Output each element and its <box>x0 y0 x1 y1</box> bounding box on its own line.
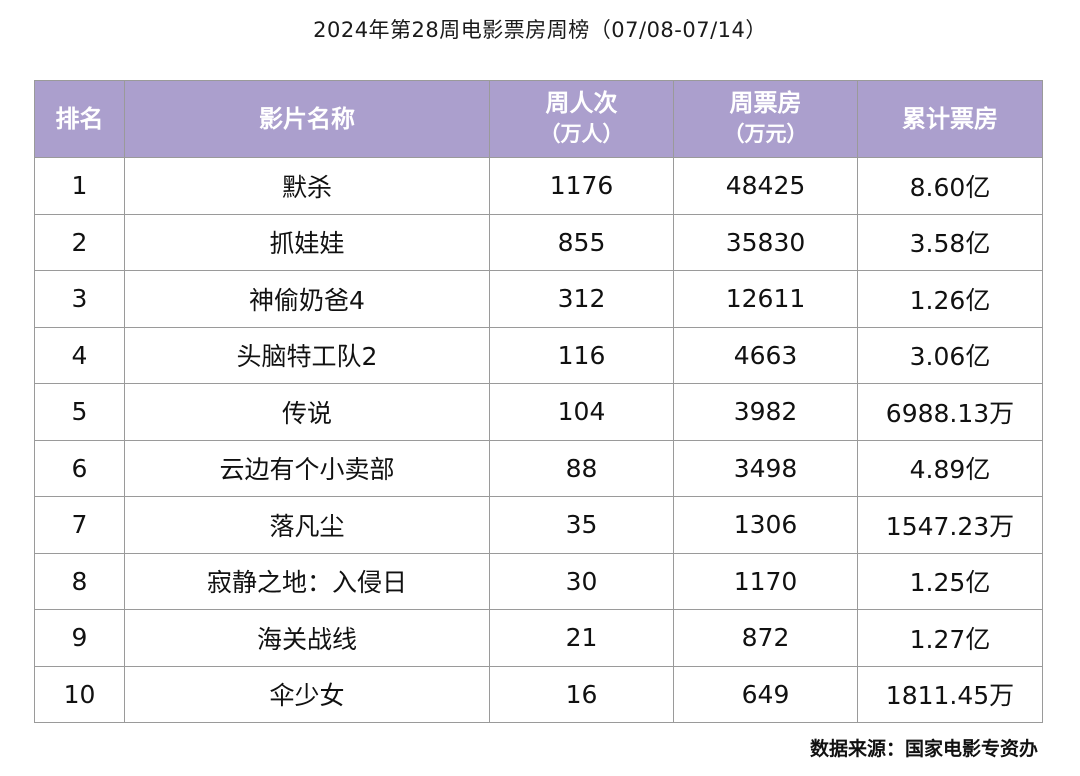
cell-name: 抓娃娃 <box>124 213 490 271</box>
cell-rank: 5 <box>34 383 125 441</box>
cell-rank: 6 <box>34 439 125 497</box>
cell-weekly-box: 4663 <box>673 326 858 384</box>
header-cumulative: 累计票房 <box>857 80 1043 158</box>
cell-name: 传说 <box>124 383 490 441</box>
cell-name: 神偷奶爸4 <box>124 270 490 328</box>
cell-admissions: 88 <box>489 439 674 497</box>
header-name: 影片名称 <box>124 80 490 158</box>
cell-name: 头脑特工队2 <box>124 326 490 384</box>
table-row: 1 默杀 1176 48425 8.60亿 <box>34 157 1043 215</box>
cell-admissions: 312 <box>489 270 674 328</box>
cell-admissions: 30 <box>489 552 674 610</box>
cell-name: 云边有个小卖部 <box>124 439 490 497</box>
cell-cumulative: 8.60亿 <box>857 157 1043 215</box>
cell-admissions: 855 <box>489 213 674 271</box>
cell-rank: 2 <box>34 213 125 271</box>
cell-admissions: 104 <box>489 383 674 441</box>
page-title: 2024年第28周电影票房周榜（07/08-07/14） <box>313 18 767 42</box>
cell-weekly-box: 1170 <box>673 552 858 610</box>
cell-cumulative: 1811.45万 <box>857 665 1043 723</box>
cell-name: 默杀 <box>124 157 490 215</box>
cell-rank: 9 <box>34 609 125 667</box>
table-row: 6 云边有个小卖部 88 3498 4.89亿 <box>34 439 1043 497</box>
cell-weekly-box: 48425 <box>673 157 858 215</box>
cell-name: 寂静之地：入侵日 <box>124 552 490 610</box>
cell-cumulative: 6988.13万 <box>857 383 1043 441</box>
cell-cumulative: 3.58亿 <box>857 213 1043 271</box>
cell-rank: 8 <box>34 552 125 610</box>
cell-name: 伞少女 <box>124 665 490 723</box>
table-row: 7 落凡尘 35 1306 1547.23万 <box>34 496 1043 554</box>
cell-weekly-box: 35830 <box>673 213 858 271</box>
header-admissions: 周人次 （万人） <box>489 80 674 158</box>
table-row: 10 伞少女 16 649 1811.45万 <box>34 665 1043 723</box>
cell-weekly-box: 3498 <box>673 439 858 497</box>
cell-weekly-box: 3982 <box>673 383 858 441</box>
cell-cumulative: 1.26亿 <box>857 270 1043 328</box>
header-admissions-unit: （万人） <box>539 122 624 146</box>
cell-admissions: 21 <box>489 609 674 667</box>
cell-name: 海关战线 <box>124 609 490 667</box>
cell-admissions: 16 <box>489 665 674 723</box>
header-rank: 排名 <box>34 80 125 158</box>
cell-cumulative: 1547.23万 <box>857 496 1043 554</box>
cell-cumulative: 4.89亿 <box>857 439 1043 497</box>
cell-rank: 3 <box>34 270 125 328</box>
cell-name: 落凡尘 <box>124 496 490 554</box>
table-row: 3 神偷奶爸4 312 12611 1.26亿 <box>34 270 1043 328</box>
cell-weekly-box: 872 <box>673 609 858 667</box>
cell-cumulative: 1.27亿 <box>857 609 1043 667</box>
table-row: 4 头脑特工队2 116 4663 3.06亿 <box>34 326 1043 384</box>
cell-admissions: 116 <box>489 326 674 384</box>
box-office-table: 排名 影片名称 周人次 （万人） 周票房 （万元） 累计票房 1 默杀 1176… <box>34 80 1043 723</box>
cell-rank: 4 <box>34 326 125 384</box>
cell-rank: 10 <box>34 665 125 723</box>
cell-cumulative: 3.06亿 <box>857 326 1043 384</box>
cell-admissions: 35 <box>489 496 674 554</box>
header-weekly-box-unit: （万元） <box>723 122 808 146</box>
cell-rank: 1 <box>34 157 125 215</box>
cell-weekly-box: 12611 <box>673 270 858 328</box>
table-header-row: 排名 影片名称 周人次 （万人） 周票房 （万元） 累计票房 <box>34 80 1043 158</box>
table-row: 5 传说 104 3982 6988.13万 <box>34 383 1043 441</box>
cell-weekly-box: 649 <box>673 665 858 723</box>
cell-weekly-box: 1306 <box>673 496 858 554</box>
cell-cumulative: 1.25亿 <box>857 552 1043 610</box>
cell-admissions: 1176 <box>489 157 674 215</box>
table-row: 9 海关战线 21 872 1.27亿 <box>34 609 1043 667</box>
table-row: 2 抓娃娃 855 35830 3.58亿 <box>34 213 1043 271</box>
data-source-note: 数据来源：国家电影专资办 <box>809 738 1038 760</box>
table-row: 8 寂静之地：入侵日 30 1170 1.25亿 <box>34 552 1043 610</box>
cell-rank: 7 <box>34 496 125 554</box>
header-weekly-box: 周票房 （万元） <box>673 80 858 158</box>
